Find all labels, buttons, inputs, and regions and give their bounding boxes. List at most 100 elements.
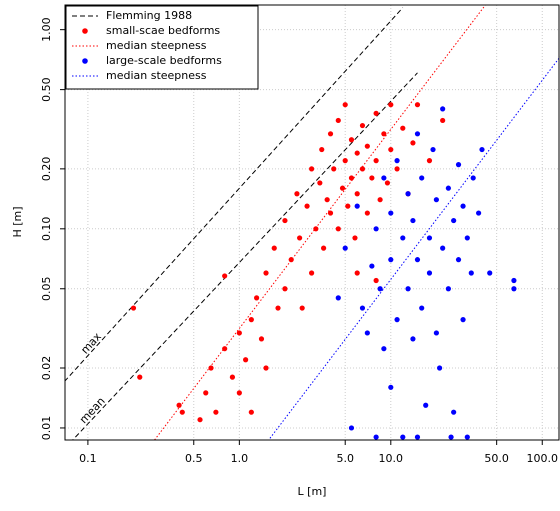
plot-frame [64, 4, 560, 441]
point [414, 102, 421, 108]
point [388, 102, 394, 108]
x-tick-label: 10.0 [379, 452, 404, 465]
y-tick-label: 0.50 [40, 77, 53, 102]
point [410, 336, 416, 342]
point [388, 210, 394, 216]
point [377, 286, 383, 292]
point [394, 317, 400, 323]
point [359, 122, 366, 129]
point [348, 137, 355, 143]
point [243, 357, 249, 363]
point [400, 434, 406, 440]
point [394, 158, 400, 164]
point [229, 374, 236, 380]
point [352, 235, 358, 241]
point [405, 286, 411, 292]
legend-label: median steepness [106, 69, 207, 82]
point [373, 226, 379, 232]
point [348, 175, 355, 181]
point [364, 210, 370, 216]
legend-label: Flemming 1988 [106, 9, 192, 22]
point [369, 263, 375, 269]
point [381, 175, 387, 181]
point [222, 273, 228, 279]
point [179, 409, 185, 415]
point [511, 286, 517, 292]
point [327, 210, 334, 216]
point [414, 434, 421, 440]
point [419, 175, 425, 181]
line [153, 5, 487, 440]
legend-label: large-scale bedforms [106, 54, 222, 67]
point [342, 102, 348, 108]
point [433, 330, 439, 336]
line [268, 56, 560, 440]
point [464, 434, 470, 440]
point [470, 175, 476, 181]
x-tick-label: 100.0 [527, 452, 559, 465]
point [297, 235, 303, 241]
point [335, 295, 341, 301]
y-tick-label: 1.00 [40, 17, 53, 41]
point [213, 409, 219, 415]
point [271, 245, 277, 251]
point [304, 203, 310, 209]
point [476, 210, 482, 216]
point [440, 106, 446, 112]
point [331, 166, 337, 172]
point [381, 346, 387, 352]
x-tick-label: 0.1 [79, 452, 97, 465]
point [426, 235, 433, 241]
point [437, 365, 443, 371]
x-tick-label: 50.0 [484, 452, 509, 465]
point [354, 191, 360, 197]
point [373, 158, 379, 164]
legend-symbol [82, 28, 88, 34]
point [263, 365, 269, 371]
y-tick-label: 0.20 [40, 157, 53, 182]
y-axis-label: H [m] [11, 206, 24, 237]
point [430, 146, 436, 153]
y-tick-label: 0.10 [40, 217, 53, 242]
point [394, 166, 400, 172]
line [65, 7, 404, 382]
point [423, 402, 429, 408]
point [414, 257, 421, 263]
point [203, 390, 209, 396]
y-tick-label: 0.01 [40, 416, 53, 441]
point [468, 270, 474, 276]
point [354, 270, 360, 276]
point [460, 317, 466, 323]
point [317, 180, 323, 186]
point [373, 110, 379, 116]
y-tick-label: 0.05 [40, 277, 53, 302]
point [487, 270, 493, 276]
x-axis-label: L [m] [298, 485, 327, 498]
point [440, 117, 446, 124]
point [282, 286, 288, 292]
point [176, 402, 182, 408]
legend-label: small-scae bedforms [106, 24, 220, 37]
point [377, 197, 383, 203]
point [248, 409, 254, 415]
point [339, 185, 346, 191]
point [445, 185, 451, 191]
point [410, 140, 416, 146]
point [275, 305, 281, 311]
point [414, 131, 421, 137]
point [364, 143, 370, 149]
point [381, 131, 387, 137]
point [451, 409, 457, 415]
point [511, 277, 517, 284]
point [137, 374, 143, 380]
point [400, 235, 406, 241]
legend-symbol [82, 58, 88, 64]
line [71, 72, 418, 440]
point [208, 365, 214, 371]
point [426, 270, 433, 276]
point [335, 117, 341, 124]
point [373, 277, 379, 284]
point [479, 146, 485, 153]
point [258, 336, 265, 342]
point [294, 191, 300, 197]
